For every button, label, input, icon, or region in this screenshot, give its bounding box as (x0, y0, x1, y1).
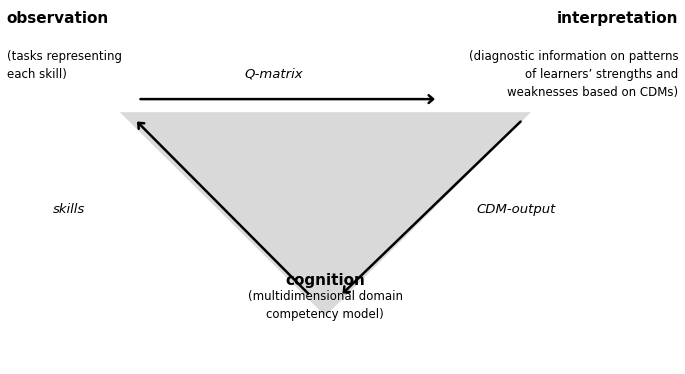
Text: observation: observation (7, 11, 109, 26)
Polygon shape (120, 112, 531, 316)
Text: CDM-output: CDM-output (476, 203, 556, 216)
Text: interpretation: interpretation (557, 11, 678, 26)
Text: (diagnostic information on patterns
of learners’ strengths and
weaknesses based : (diagnostic information on patterns of l… (469, 50, 678, 99)
Text: (multidimensional domain
competency model): (multidimensional domain competency mode… (248, 290, 403, 321)
Text: cognition: cognition (286, 273, 365, 288)
Text: (tasks representing
each skill): (tasks representing each skill) (7, 50, 122, 82)
Text: skills: skills (52, 203, 85, 216)
Text: Q-matrix: Q-matrix (245, 67, 303, 80)
